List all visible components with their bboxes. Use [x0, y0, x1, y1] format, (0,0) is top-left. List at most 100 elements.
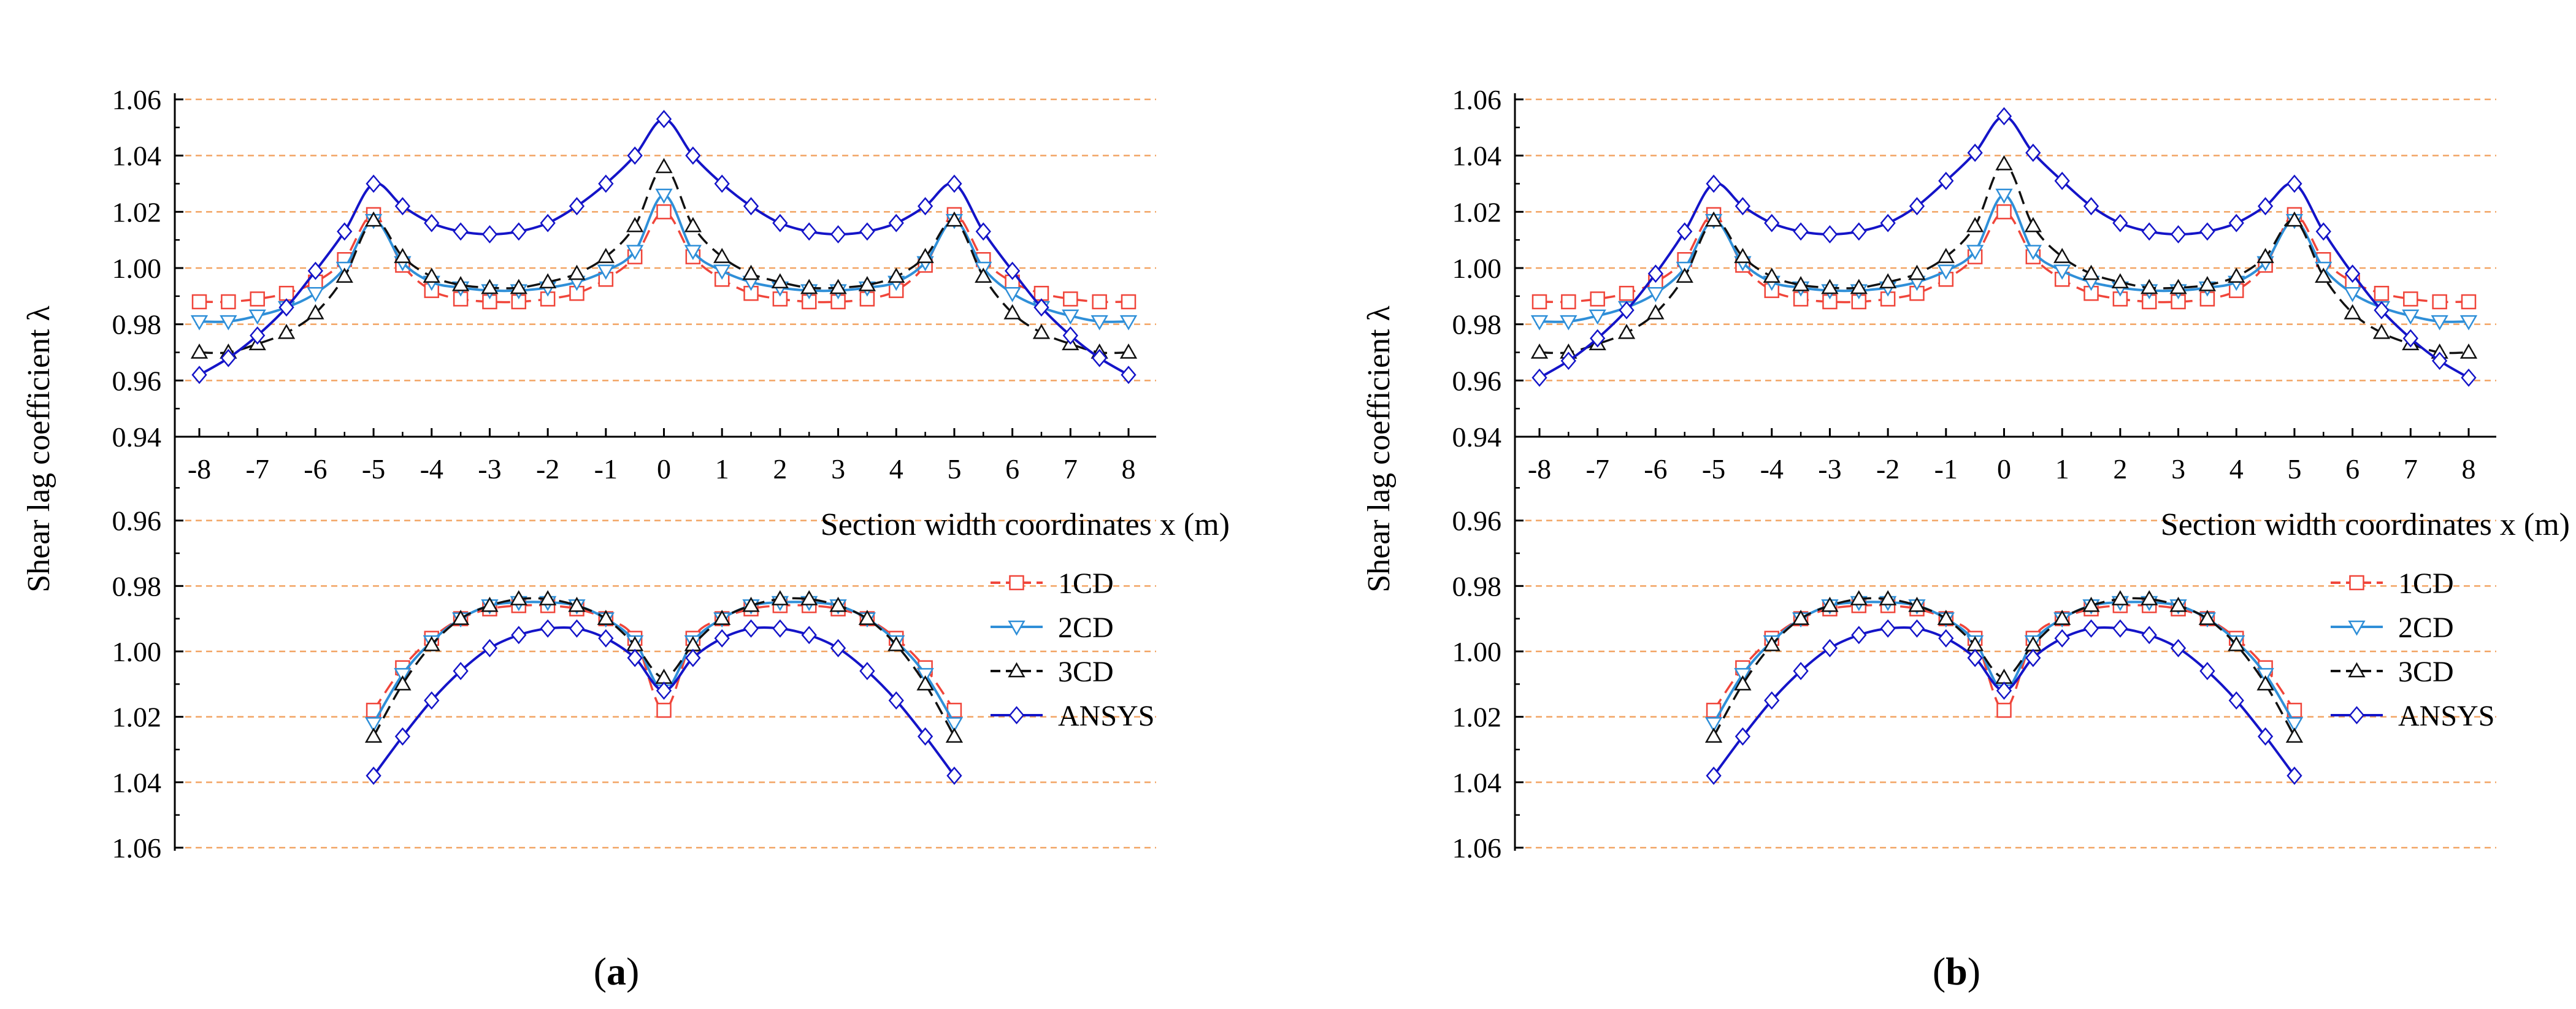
marker-diamond — [2402, 329, 2418, 348]
y-tick-label: 1.00 — [1452, 253, 1502, 284]
marker-triangle-down — [1937, 264, 1955, 280]
marker-diamond — [743, 197, 759, 216]
y-tick-label: 1.04 — [112, 140, 162, 172]
marker-diamond — [888, 691, 904, 710]
marker-triangle-up — [1704, 727, 1723, 743]
marker-diamond — [2344, 264, 2361, 283]
marker-diamond — [2374, 301, 2390, 320]
marker-triangle-up — [1763, 635, 1781, 651]
marker-triangle-down — [1530, 315, 1549, 331]
marker-triangle-up — [2198, 610, 2217, 625]
marker-triangle-up — [2372, 323, 2391, 339]
y-tick-label: 1.02 — [1452, 196, 1502, 228]
marker-triangle-up — [1734, 248, 1752, 263]
marker-diamond — [2054, 629, 2070, 648]
legend-label-2cd: 2CD — [1058, 612, 1114, 644]
marker-triangle-up — [2198, 275, 2217, 291]
marker-triangle-up — [539, 590, 557, 605]
marker-diamond — [2054, 171, 2070, 190]
x-tick-label: 7 — [2404, 453, 2418, 485]
marker-triangle-down — [220, 315, 237, 331]
panel-label: (b) — [1933, 950, 1980, 993]
x-tick-label: 2 — [2113, 453, 2127, 485]
marker-square — [1996, 702, 2012, 718]
marker-triangle-up — [307, 304, 324, 320]
marker-triangle-up — [742, 264, 760, 280]
marker-diamond — [2287, 174, 2302, 193]
marker-diamond — [714, 174, 730, 193]
x-tick-label: 5 — [2287, 453, 2301, 485]
marker-diamond — [481, 639, 498, 658]
marker-triangle-up — [626, 217, 644, 232]
marker-triangle-down — [713, 264, 731, 280]
y-tick-label: 0.96 — [112, 505, 162, 537]
marker-triangle-down — [1003, 287, 1021, 302]
marker-triangle-up — [829, 278, 847, 294]
marker-diamond — [453, 662, 469, 680]
marker-diamond — [1764, 691, 1780, 710]
marker-triangle-up — [771, 590, 789, 605]
y-tick-label: 1.00 — [112, 253, 162, 284]
marker-triangle-up — [858, 610, 876, 625]
y-tick-label: 0.96 — [112, 365, 162, 396]
top-flange-series — [1530, 107, 2478, 387]
marker-diamond — [1880, 213, 1896, 232]
y-tick-label: 1.04 — [112, 767, 162, 798]
marker-square — [656, 204, 672, 220]
x-tick-label: -6 — [1644, 453, 1667, 485]
legend-label-1cd: 1CD — [2398, 567, 2454, 600]
marker-diamond — [481, 225, 498, 244]
x-tick-label: 6 — [2345, 453, 2359, 485]
marker-triangle-up — [771, 273, 789, 289]
legend-label-1cd: 1CD — [1058, 567, 1114, 600]
marker-diamond — [888, 213, 904, 232]
marker-diamond — [801, 626, 817, 645]
marker-diamond — [337, 222, 353, 241]
marker-triangle-down — [945, 717, 964, 732]
y-tick-label: 0.98 — [1452, 570, 1502, 602]
marker-diamond — [2141, 222, 2157, 241]
marker-diamond — [1677, 222, 1693, 241]
marker-diamond — [394, 197, 411, 216]
marker-diamond — [540, 619, 556, 638]
marker-square — [1619, 286, 1635, 301]
marker-diamond — [569, 619, 585, 638]
legend: 1CD 2CD 3CD ANSYS — [2331, 567, 2494, 732]
y-axis-title: Shear lag coefficient λ — [1362, 305, 1397, 593]
legend: 1CD 2CD 3CD ANSYS — [991, 567, 1154, 732]
marker-triangle-up — [2285, 727, 2304, 743]
marker-triangle-up — [916, 675, 934, 691]
x-tick-label: -4 — [420, 453, 443, 485]
marker-triangle-up — [2256, 675, 2274, 691]
y-tick-label: 1.00 — [1452, 636, 1502, 667]
marker-diamond — [2287, 766, 2302, 785]
x-tick-label: 3 — [2171, 453, 2185, 485]
marker-diamond — [627, 146, 643, 165]
marker-triangle-up — [1704, 211, 1723, 227]
marker-diamond — [569, 197, 585, 216]
marker-diamond — [685, 146, 701, 165]
marker-triangle-down — [2344, 287, 2361, 302]
marker-triangle-up — [916, 248, 934, 263]
y-tick-label: 0.94 — [112, 421, 162, 453]
marker-triangle-down — [2431, 315, 2448, 331]
marker-square — [1996, 204, 2012, 220]
legend-label-3cd: 3CD — [2398, 656, 2454, 688]
marker-triangle-up — [2111, 273, 2129, 289]
x-tick-label: -7 — [246, 453, 269, 485]
marker-triangle-up — [1821, 596, 1839, 612]
marker-square — [1531, 294, 1547, 310]
marker-diamond — [1851, 626, 1867, 645]
marker-triangle-up — [451, 610, 470, 625]
marker-diamond — [307, 261, 324, 280]
marker-triangle-up — [800, 590, 818, 605]
marker-diamond — [946, 174, 962, 193]
x-tick-label: 1 — [2055, 453, 2069, 485]
marker-triangle-up — [1995, 155, 2013, 171]
marker-triangle-up — [1647, 304, 1665, 320]
y-tick-label: 1.06 — [1452, 832, 1502, 864]
marker-diamond — [250, 326, 266, 345]
marker-square — [278, 286, 294, 301]
